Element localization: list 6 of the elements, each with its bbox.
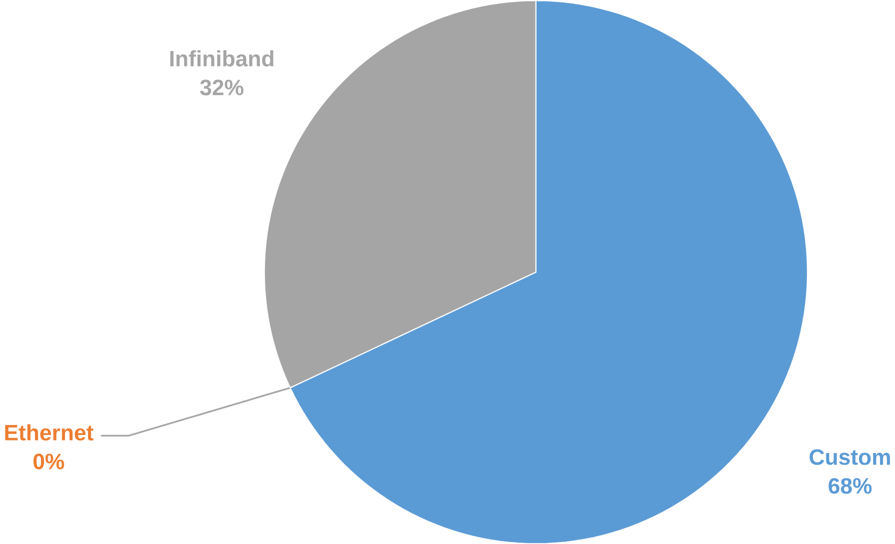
data-label: 68% — [828, 478, 872, 494]
slice-label: Custom — [810, 449, 890, 465]
category-label: Ethernet — [5, 424, 94, 440]
slice-label: Infiniband — [170, 50, 274, 66]
text: 0% — [34, 454, 64, 470]
data-label: 32% — [200, 80, 244, 96]
